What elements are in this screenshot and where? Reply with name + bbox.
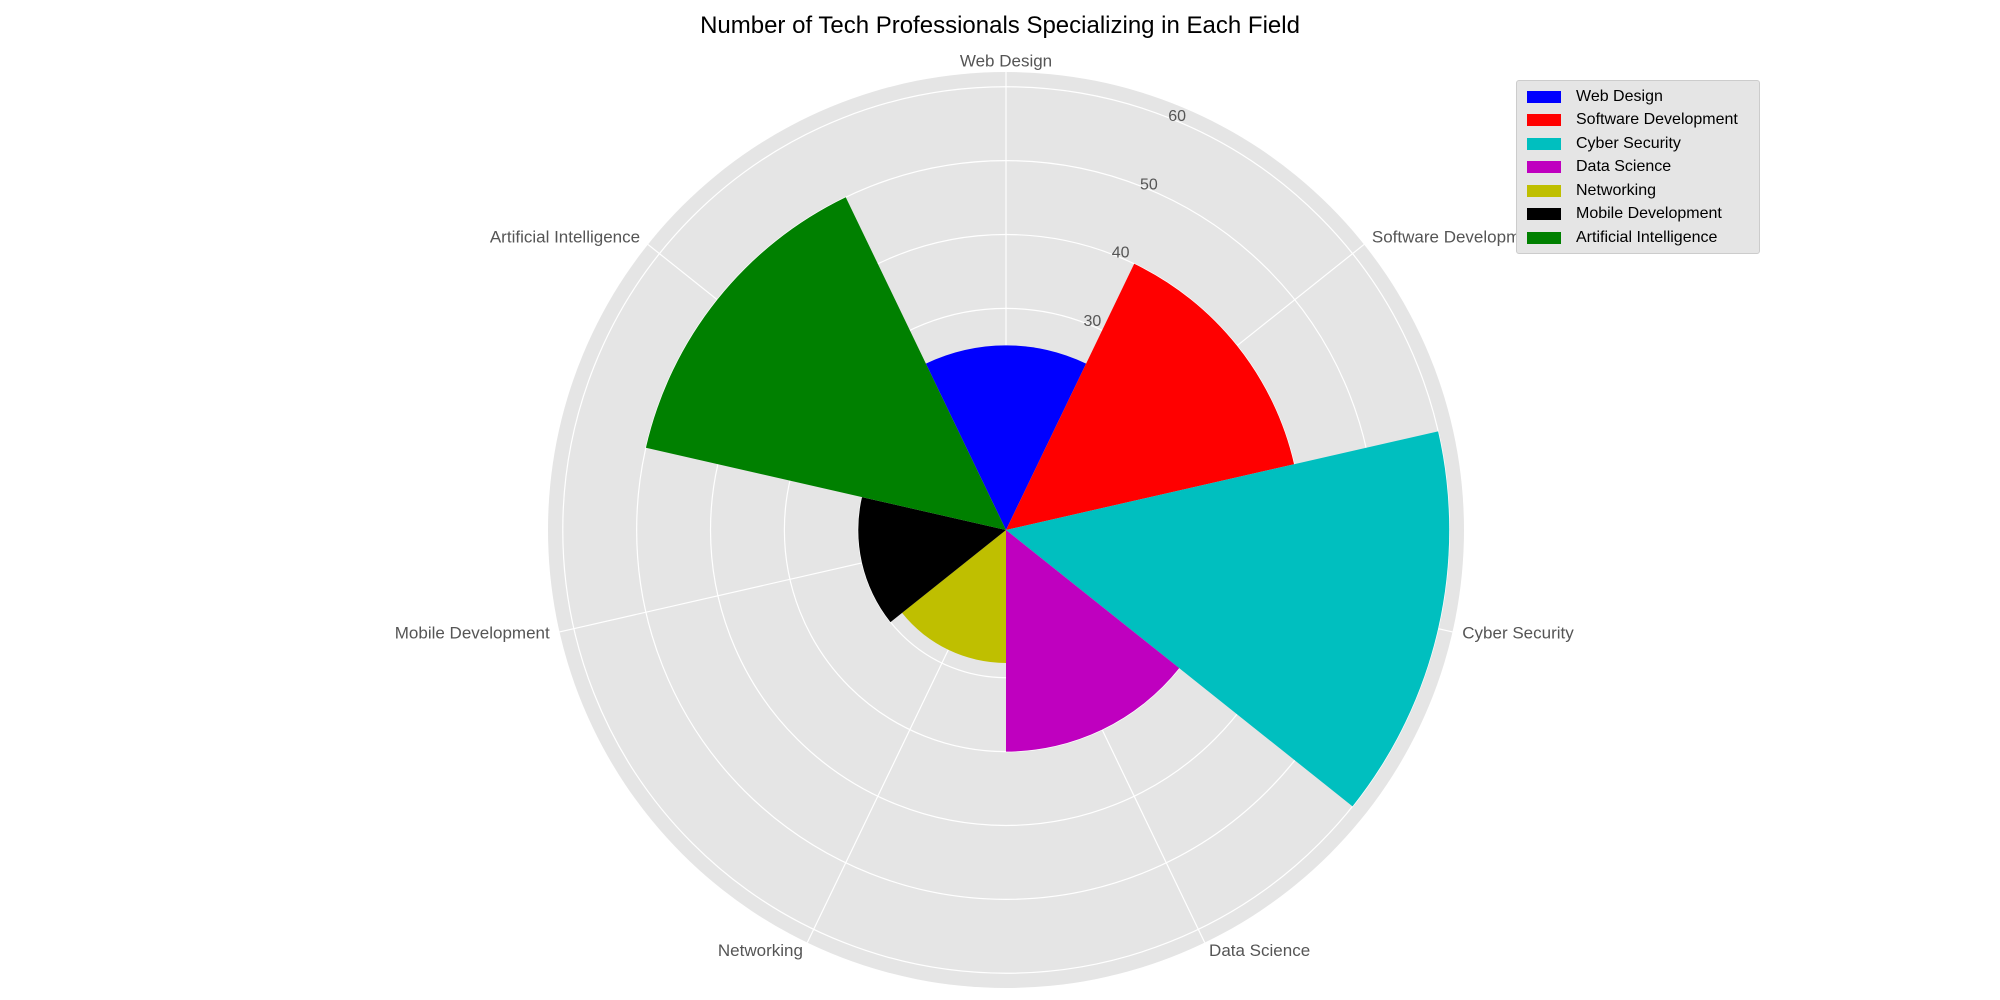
radial-tick-label: 60 xyxy=(1168,108,1186,125)
legend-swatch xyxy=(1527,90,1561,103)
category-label: Networking xyxy=(718,941,803,960)
legend-label: Data Science xyxy=(1576,158,1672,176)
category-label: Data Science xyxy=(1209,941,1310,960)
legend-swatch xyxy=(1527,137,1561,150)
legend-label: Networking xyxy=(1576,181,1657,199)
legend-label: Artificial Intelligence xyxy=(1576,228,1718,246)
bar-software-development xyxy=(1006,263,1295,530)
radial-tick-label: 50 xyxy=(1140,176,1158,193)
bar-mobile-development xyxy=(858,497,1006,623)
legend-item: Software Development xyxy=(1523,109,1753,133)
bar-web-design xyxy=(925,345,1087,530)
category-label: Mobile Development xyxy=(395,624,550,643)
legend-item: Networking xyxy=(1523,179,1753,203)
legend-swatch xyxy=(1527,184,1561,197)
radial-tick-label: 40 xyxy=(1112,245,1130,262)
legend-item: Cyber Security xyxy=(1523,132,1753,156)
bar-artificial-intelligence xyxy=(645,197,1006,531)
bar-data-science xyxy=(1006,530,1180,752)
chart-title: Number of Tech Professionals Specializin… xyxy=(700,12,1300,39)
legend: Web Design Software Development Cyber Secu… xyxy=(1516,80,1760,254)
category-label: Cyber Security xyxy=(1462,624,1574,643)
legend-label: Web Design xyxy=(1576,87,1663,105)
category-label: Software Development xyxy=(1372,228,1544,247)
legend-item: Artificial Intelligence xyxy=(1523,226,1753,250)
legend-swatch xyxy=(1527,231,1561,244)
category-label: Web Design xyxy=(960,51,1052,70)
legend-swatch xyxy=(1527,161,1561,174)
legend-swatch xyxy=(1527,208,1561,221)
legend-label: Software Development xyxy=(1576,111,1738,129)
radial-tick-label: 30 xyxy=(1083,313,1101,330)
legend-label: Cyber Security xyxy=(1576,134,1681,152)
bars xyxy=(645,197,1450,807)
legend-item: Web Design xyxy=(1523,85,1753,109)
category-labels: Web Design Software Development Cyber Secu… xyxy=(395,51,1574,960)
legend-swatch xyxy=(1527,114,1561,127)
bar-networking xyxy=(902,530,1006,663)
legend-item: Data Science xyxy=(1523,156,1753,180)
radial-tick-labels: 30 40 50 60 xyxy=(1083,108,1186,330)
category-label: Artificial Intelligence xyxy=(490,228,640,247)
bar-cyber-security xyxy=(1006,431,1450,807)
legend-label: Mobile Development xyxy=(1576,205,1722,223)
legend-item: Mobile Development xyxy=(1523,203,1753,227)
